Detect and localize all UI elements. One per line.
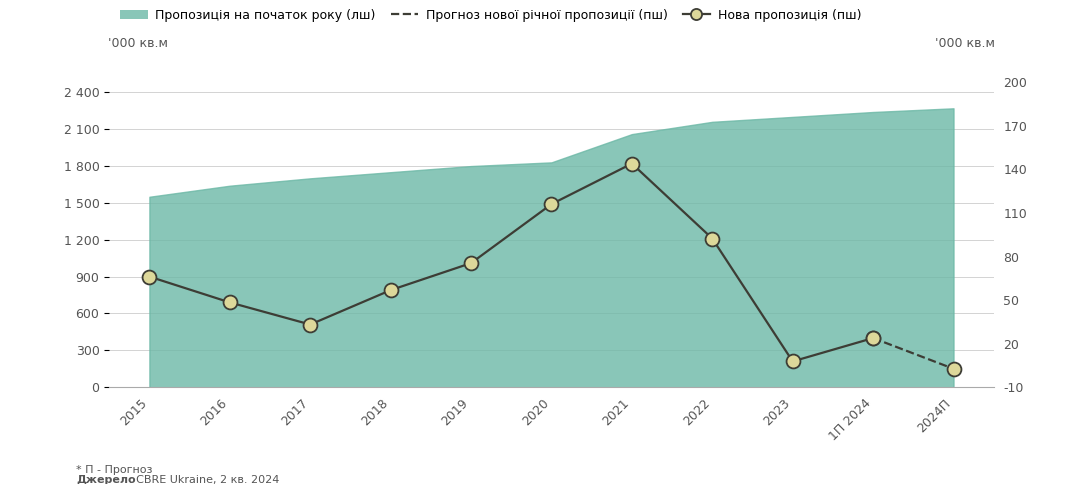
Text: '000 кв.м: '000 кв.м — [108, 37, 168, 50]
Legend: Пропозиція на початок року (лш), Прогноз нової річної пропозиції (пш), Нова проп: Пропозиція на початок року (лш), Прогноз… — [116, 4, 866, 27]
Text: : CBRE Ukraine, 2 кв. 2024: : CBRE Ukraine, 2 кв. 2024 — [129, 474, 280, 484]
Text: * П - Прогноз: * П - Прогноз — [76, 465, 153, 475]
Text: Джерело: Джерело — [76, 474, 136, 484]
Text: '000 кв.м: '000 кв.м — [935, 37, 995, 50]
